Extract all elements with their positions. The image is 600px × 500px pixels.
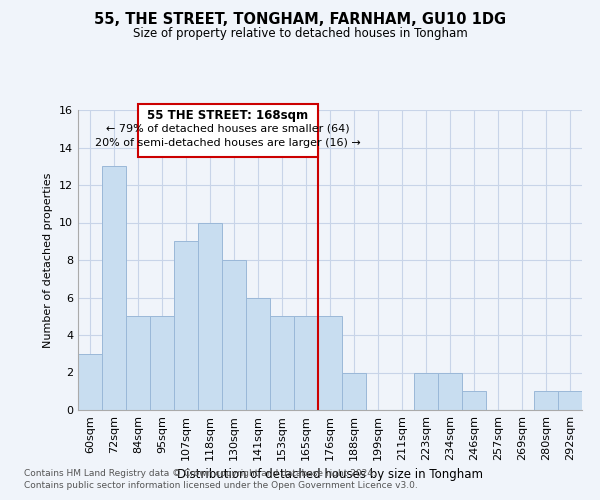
Bar: [414, 372, 438, 410]
Bar: [126, 316, 150, 410]
Text: 55 THE STREET: 168sqm: 55 THE STREET: 168sqm: [148, 109, 308, 122]
Bar: [150, 316, 174, 410]
Text: Contains HM Land Registry data © Crown copyright and database right 2024.: Contains HM Land Registry data © Crown c…: [24, 468, 376, 477]
Bar: [342, 372, 366, 410]
Bar: [534, 391, 558, 410]
Bar: [462, 391, 486, 410]
Bar: [318, 316, 342, 410]
Bar: [78, 354, 102, 410]
Text: Size of property relative to detached houses in Tongham: Size of property relative to detached ho…: [133, 28, 467, 40]
FancyBboxPatch shape: [138, 104, 318, 157]
Text: ← 79% of detached houses are smaller (64): ← 79% of detached houses are smaller (64…: [106, 123, 350, 133]
Bar: [558, 391, 582, 410]
Bar: [174, 242, 198, 410]
Bar: [246, 298, 270, 410]
X-axis label: Distribution of detached houses by size in Tongham: Distribution of detached houses by size …: [177, 468, 483, 481]
Y-axis label: Number of detached properties: Number of detached properties: [43, 172, 53, 348]
Bar: [102, 166, 126, 410]
Bar: [222, 260, 246, 410]
Text: 55, THE STREET, TONGHAM, FARNHAM, GU10 1DG: 55, THE STREET, TONGHAM, FARNHAM, GU10 1…: [94, 12, 506, 28]
Bar: [270, 316, 294, 410]
Bar: [438, 372, 462, 410]
Text: Contains public sector information licensed under the Open Government Licence v3: Contains public sector information licen…: [24, 481, 418, 490]
Bar: [198, 222, 222, 410]
Bar: [294, 316, 318, 410]
Text: 20% of semi-detached houses are larger (16) →: 20% of semi-detached houses are larger (…: [95, 138, 361, 148]
